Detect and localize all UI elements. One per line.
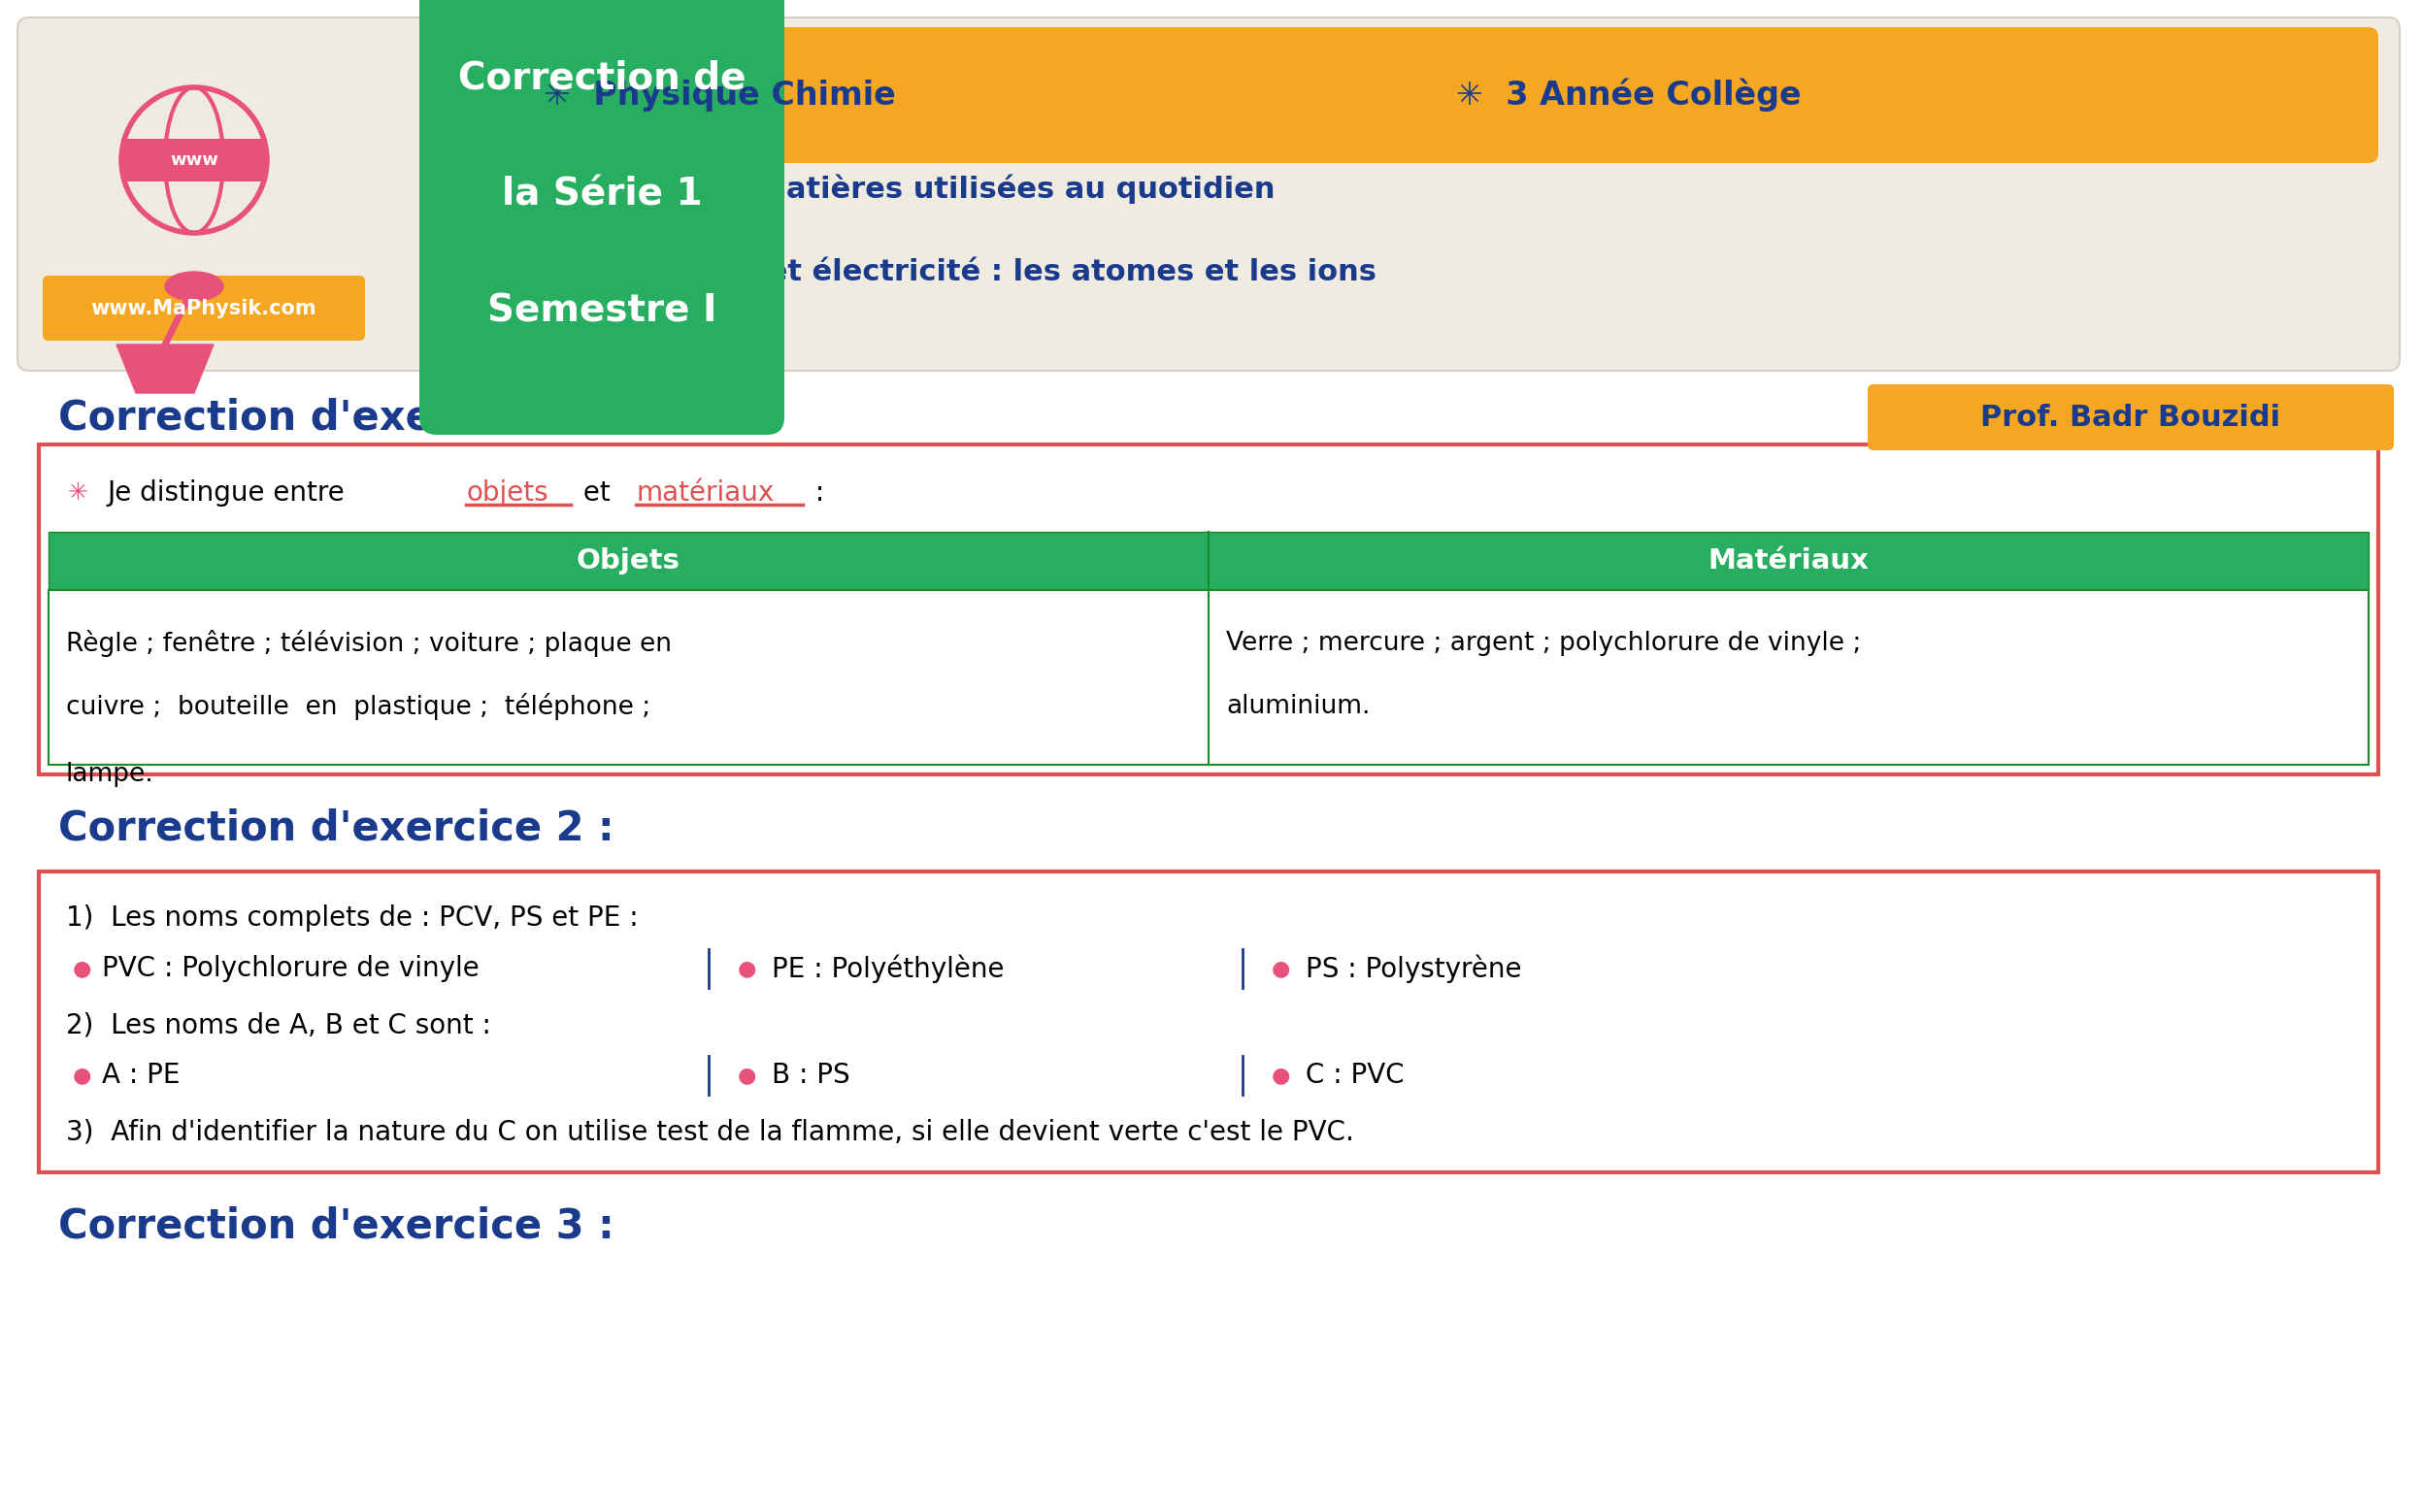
Text: PVC : Polychlorure de vinyle: PVC : Polychlorure de vinyle xyxy=(102,956,479,983)
Text: C : PVC: C : PVC xyxy=(1305,1061,1404,1089)
Text: aluminium.: aluminium. xyxy=(1225,694,1370,720)
Text: www: www xyxy=(169,151,218,169)
FancyBboxPatch shape xyxy=(1867,384,2394,451)
Text: ✳  Physique Chimie: ✳ Physique Chimie xyxy=(545,79,896,110)
Polygon shape xyxy=(116,345,213,393)
Text: Objets: Objets xyxy=(576,547,680,575)
Text: lampe.: lampe. xyxy=(65,762,155,788)
Text: la Série 1: la Série 1 xyxy=(501,175,702,213)
Text: :: : xyxy=(806,479,826,507)
FancyBboxPatch shape xyxy=(475,27,2377,163)
FancyBboxPatch shape xyxy=(39,445,2377,774)
Text: ➤  Matériaux et électricité : les atomes et les ions: ➤ Matériaux et électricité : les atomes … xyxy=(545,257,1378,286)
Text: objets: objets xyxy=(465,479,547,507)
Text: 2)  Les noms de A, B et C sont :: 2) Les noms de A, B et C sont : xyxy=(65,1012,491,1039)
Text: Prof. Badr Bouzidi: Prof. Badr Bouzidi xyxy=(1980,404,2281,431)
Text: B : PS: B : PS xyxy=(772,1061,850,1089)
Text: Règle ; fenêtre ; télévision ; voiture ; plaque en: Règle ; fenêtre ; télévision ; voiture ;… xyxy=(65,631,671,658)
Text: ●: ● xyxy=(738,959,755,978)
Bar xyxy=(48,532,2368,590)
FancyBboxPatch shape xyxy=(44,275,366,340)
Text: ●: ● xyxy=(738,1066,755,1086)
Text: Correction d'exercice 1 :: Correction d'exercice 1 : xyxy=(58,398,615,437)
Text: ●: ● xyxy=(1271,1066,1290,1086)
Text: ●: ● xyxy=(73,959,92,978)
FancyBboxPatch shape xyxy=(419,0,784,435)
FancyBboxPatch shape xyxy=(17,18,2399,370)
Text: et: et xyxy=(574,479,620,507)
FancyBboxPatch shape xyxy=(39,871,2377,1172)
Text: ✳  3 Année Collège: ✳ 3 Année Collège xyxy=(1455,79,1801,112)
Text: Correction de: Correction de xyxy=(458,59,746,97)
Text: ➤  Quelques matières utilisées au quotidien: ➤ Quelques matières utilisées au quotidi… xyxy=(545,174,1276,204)
Text: www.MaPhysik.com: www.MaPhysik.com xyxy=(92,298,317,318)
Text: ●: ● xyxy=(1271,959,1290,978)
Text: Verre ; mercure ; argent ; polychlorure de vinyle ;: Verre ; mercure ; argent ; polychlorure … xyxy=(1225,631,1862,656)
Text: Matériaux: Matériaux xyxy=(1707,547,1869,575)
Text: A : PE: A : PE xyxy=(102,1061,179,1089)
Text: 3)  Afin d'identifier la nature du C on utilise test de la flamme, si elle devie: 3) Afin d'identifier la nature du C on u… xyxy=(65,1117,1353,1145)
Text: PE : Polyéthylène: PE : Polyéthylène xyxy=(772,954,1005,983)
Text: matériaux: matériaux xyxy=(637,479,775,507)
Text: PS : Polystyrène: PS : Polystyrène xyxy=(1305,954,1523,983)
Text: Je distingue entre: Je distingue entre xyxy=(107,479,353,507)
Text: 1)  Les noms complets de : PCV, PS et PE :: 1) Les noms complets de : PCV, PS et PE … xyxy=(65,904,639,931)
Text: Correction d'exercice 3 :: Correction d'exercice 3 : xyxy=(58,1205,615,1246)
Bar xyxy=(48,590,2368,765)
Ellipse shape xyxy=(165,272,223,301)
Text: Semestre I: Semestre I xyxy=(487,292,717,330)
FancyBboxPatch shape xyxy=(121,139,266,181)
Text: ●: ● xyxy=(73,1066,92,1086)
Text: ✳: ✳ xyxy=(68,481,87,505)
Text: cuivre ;  bouteille  en  plastique ;  téléphone ;: cuivre ; bouteille en plastique ; téléph… xyxy=(65,692,651,720)
Text: Correction d'exercice 2 :: Correction d'exercice 2 : xyxy=(58,807,615,848)
